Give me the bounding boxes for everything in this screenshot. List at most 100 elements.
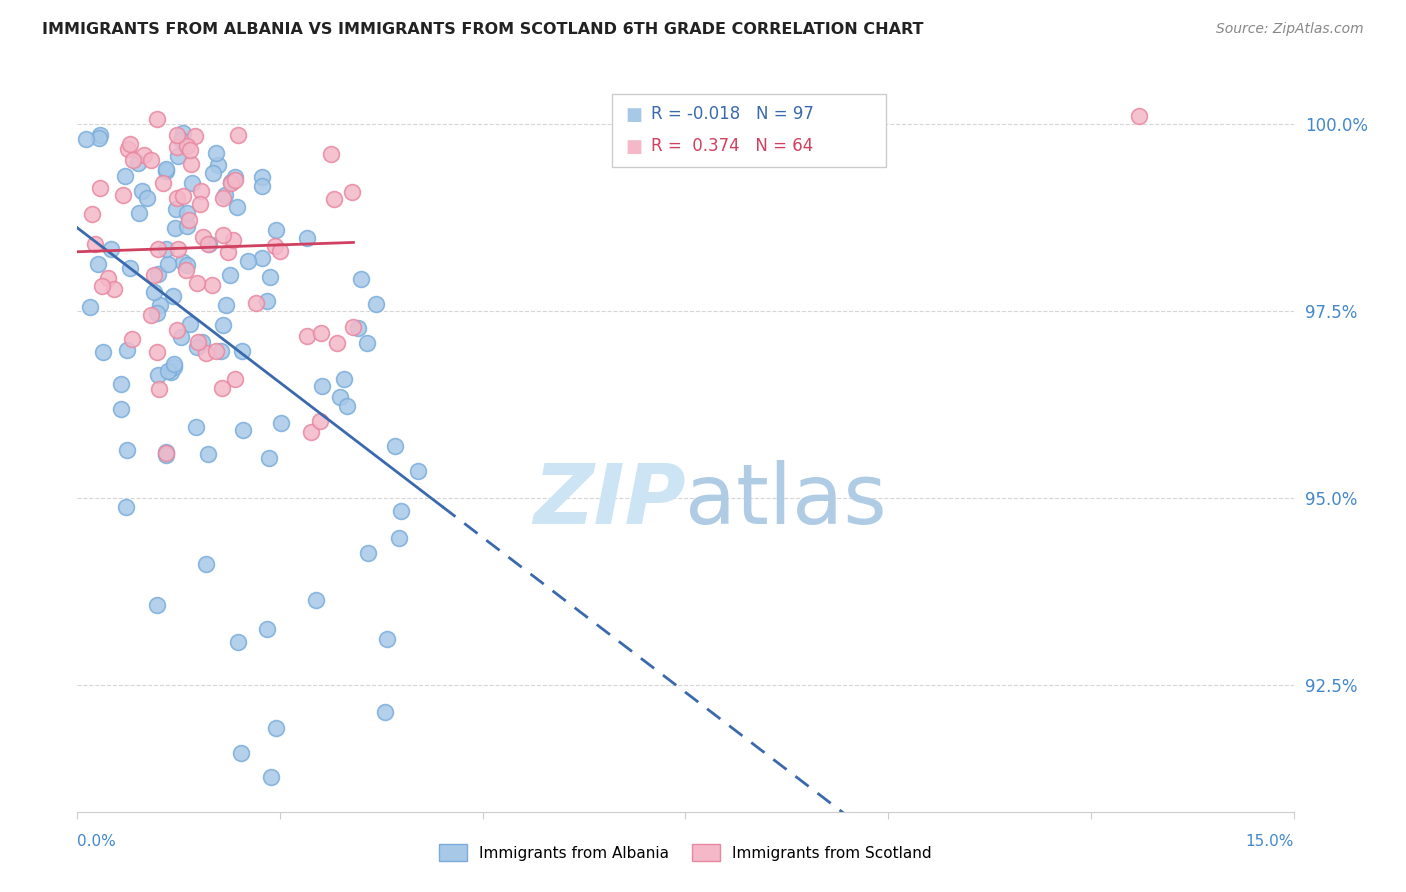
Point — [194, 346, 217, 360]
Text: ZIP: ZIP — [533, 460, 686, 541]
Point — [166, 140, 188, 154]
Text: 15.0%: 15.0% — [1246, 834, 1294, 849]
Point — [309, 326, 332, 340]
Point — [356, 335, 378, 350]
Point — [117, 142, 139, 156]
Point — [323, 192, 346, 206]
Point — [121, 332, 143, 346]
Point — [207, 158, 229, 172]
Text: atlas: atlas — [686, 460, 887, 541]
Point — [155, 163, 177, 178]
Point — [264, 223, 287, 237]
Point — [115, 343, 138, 357]
Point — [181, 176, 204, 190]
Point — [190, 185, 212, 199]
Point — [250, 179, 273, 194]
Point — [176, 206, 198, 220]
Text: IMMIGRANTS FROM ALBANIA VS IMMIGRANTS FROM SCOTLAND 6TH GRADE CORRELATION CHART: IMMIGRANTS FROM ALBANIA VS IMMIGRANTS FR… — [42, 22, 924, 37]
Point — [128, 206, 150, 220]
Point — [388, 531, 411, 545]
Point — [167, 242, 190, 256]
Point — [200, 278, 222, 293]
Point — [114, 500, 136, 515]
Point — [212, 192, 235, 206]
Text: 0.0%: 0.0% — [77, 834, 117, 849]
Legend: Immigrants from Albania, Immigrants from Scotland: Immigrants from Albania, Immigrants from… — [433, 838, 938, 867]
Point — [202, 166, 225, 180]
Point — [311, 379, 333, 393]
Point — [191, 230, 214, 244]
Point — [93, 345, 115, 359]
Point — [340, 185, 363, 199]
Point — [89, 181, 111, 195]
Point — [97, 271, 120, 285]
Point — [194, 558, 217, 572]
Point — [374, 706, 396, 720]
Point — [336, 399, 359, 413]
Point — [84, 236, 107, 251]
Point — [214, 187, 236, 202]
Point — [269, 244, 291, 258]
Point — [87, 257, 110, 271]
Point — [170, 133, 193, 147]
Point — [1128, 109, 1150, 123]
Point — [319, 147, 342, 161]
Point — [184, 128, 207, 143]
Point — [176, 258, 198, 272]
Point — [304, 592, 326, 607]
Point — [135, 191, 157, 205]
Point — [232, 423, 254, 437]
Point — [155, 161, 177, 176]
Point — [139, 308, 162, 322]
Point — [80, 206, 103, 220]
Point — [167, 149, 190, 163]
Point — [211, 381, 233, 395]
Point — [103, 282, 125, 296]
Point — [224, 169, 246, 184]
Point — [295, 329, 318, 343]
Point — [245, 296, 267, 310]
Point — [295, 230, 318, 244]
Point — [197, 447, 219, 461]
Point — [224, 372, 246, 386]
Point — [114, 169, 136, 183]
Point — [131, 184, 153, 198]
Point — [89, 128, 111, 143]
Point — [143, 285, 166, 299]
Point — [264, 721, 287, 735]
Point — [121, 153, 143, 168]
Point — [156, 257, 179, 271]
Point — [257, 451, 280, 466]
Point — [215, 297, 238, 311]
Text: ■: ■ — [626, 106, 643, 124]
Point — [217, 245, 239, 260]
Point — [177, 213, 200, 227]
Point — [155, 448, 177, 462]
Point — [152, 176, 174, 190]
Point — [163, 358, 186, 372]
Point — [256, 622, 278, 636]
Point — [146, 267, 169, 281]
Point — [148, 383, 170, 397]
Text: R =  0.374   N = 64: R = 0.374 N = 64 — [651, 137, 813, 155]
Point — [357, 546, 380, 560]
Point — [157, 364, 180, 378]
Point — [155, 445, 177, 459]
Point — [162, 360, 184, 375]
Point — [219, 176, 242, 190]
Point — [170, 330, 193, 344]
Point — [260, 770, 283, 784]
Point — [229, 746, 252, 760]
Point — [263, 238, 285, 252]
Point — [179, 143, 201, 157]
Text: R = -0.018   N = 97: R = -0.018 N = 97 — [651, 105, 814, 123]
Point — [166, 202, 188, 216]
Text: ■: ■ — [626, 138, 643, 156]
Point — [309, 414, 332, 428]
Point — [127, 156, 149, 170]
Point — [90, 279, 112, 293]
Point — [384, 439, 406, 453]
Point — [145, 306, 167, 320]
Point — [179, 317, 201, 331]
Point — [172, 126, 194, 140]
